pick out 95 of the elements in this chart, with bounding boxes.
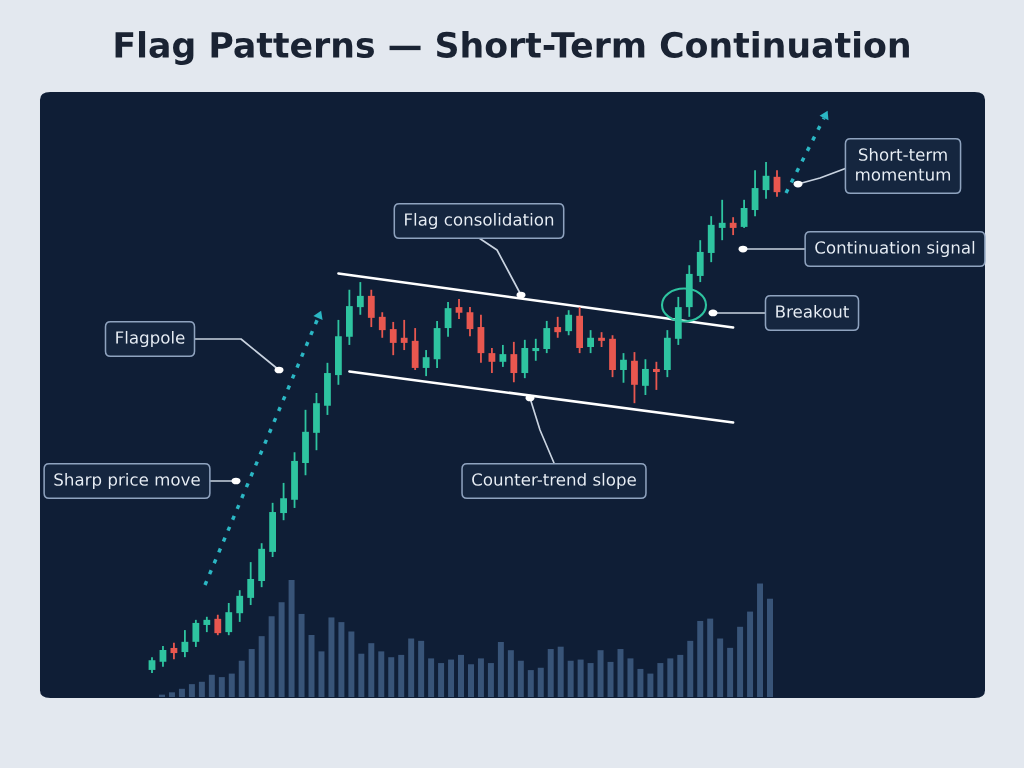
bar [577,659,584,697]
bar [388,657,395,697]
candlestick [532,337,540,362]
candlestick [455,298,463,320]
candlestick [620,352,627,384]
candlestick [378,311,386,339]
bar [627,658,634,697]
annotation: Flag consolidation [405,212,554,230]
bar [667,658,674,697]
bar [607,661,614,697]
bar [418,640,425,697]
bar [338,622,345,697]
bar [318,651,325,697]
bar [218,677,225,697]
bar [328,617,335,697]
bar [567,660,574,697]
bar [587,663,594,697]
bar [408,638,415,697]
annotation: Breakout [776,304,849,318]
bar [657,663,664,697]
bar [717,638,724,697]
bar [707,618,714,697]
candlestick [236,589,244,623]
bar [547,649,554,697]
candlestick [565,309,573,337]
bar [677,654,684,697]
bar [348,631,355,697]
bar [637,668,644,697]
text: Short-term momentum [856,147,950,181]
bar [268,616,275,697]
candlestick [642,358,649,396]
text: Continuation signal [815,240,975,258]
bar [727,647,734,697]
bar [248,649,255,697]
candlestick [422,349,430,378]
candlestick [192,618,200,648]
bar [757,583,764,697]
candlestick [247,561,255,606]
candlestick [554,315,562,339]
candlestick [367,288,375,328]
candlestick [499,344,507,368]
bar [178,688,185,697]
bar [208,674,215,697]
bar [497,642,504,697]
bar [278,602,285,697]
candlestick [652,360,660,391]
bar [467,664,474,697]
candlestick [389,321,397,357]
bar [298,613,305,697]
bar [767,598,773,697]
bar [557,646,564,697]
candlestick [214,613,222,637]
bar [537,667,544,697]
bar [238,660,245,697]
candlestick [280,482,287,522]
bar [458,654,465,697]
annotation: Sharp price move [54,472,200,490]
bar [258,636,265,697]
bar [398,654,405,697]
bar [168,692,175,697]
bar [428,658,435,697]
candlestick [356,281,364,316]
bar [448,659,455,697]
bar [487,663,494,697]
bar [747,611,754,697]
bar [228,673,235,697]
bar [358,653,365,697]
bar [697,620,704,697]
bar [647,673,654,697]
candlestick [181,629,189,659]
candlestick [159,645,167,668]
bar [438,663,445,697]
candlestick [510,340,518,384]
annotation: Flagpole [116,330,185,348]
bar [368,643,375,697]
bar [288,580,295,697]
bar [477,658,484,697]
candlestick [488,347,496,374]
bar [517,660,524,697]
candlestick [740,198,748,229]
candlestick [543,320,551,355]
bar [198,681,205,697]
candlestick [587,329,594,355]
bar [527,670,534,697]
candlestick [400,318,408,351]
bar [597,650,604,697]
bar [507,650,514,697]
candlestick [225,602,233,637]
bar [188,684,195,697]
annotation: Counter-trend slope [472,472,636,490]
bar [378,651,385,697]
bar [687,640,694,697]
bar [737,626,744,697]
candlestick [718,198,726,242]
chart-title: Flag Patterns — Short-Term Continuation [115,31,909,65]
